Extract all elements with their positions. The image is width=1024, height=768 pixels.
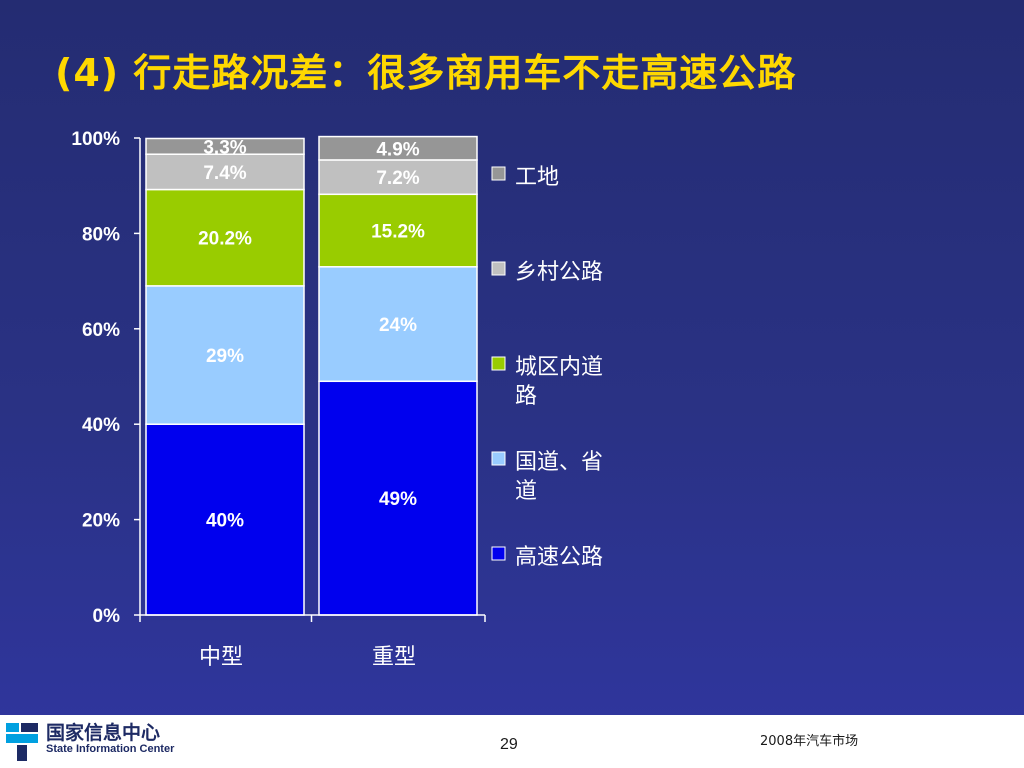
legend-label: 路 bbox=[515, 383, 537, 408]
state-information-center-logo-icon bbox=[6, 721, 38, 761]
y-tick-label: 20% bbox=[82, 511, 120, 532]
bar-segment bbox=[318, 135, 478, 161]
org-name-en: State Information Center bbox=[46, 743, 175, 755]
y-tick-label: 100% bbox=[71, 129, 120, 150]
page-number: 29 bbox=[500, 736, 518, 753]
bar-segment bbox=[318, 159, 478, 196]
bar-data-label: 49% bbox=[379, 489, 417, 510]
bar-segment bbox=[145, 188, 305, 287]
legend-label: 道 bbox=[515, 478, 537, 503]
y-tick-label: 60% bbox=[82, 320, 120, 341]
bar-segment bbox=[318, 380, 478, 616]
x-category-label: 重型 bbox=[372, 644, 416, 669]
footer-text: 2008年汽车市场 bbox=[760, 734, 859, 749]
bar-data-label: 29% bbox=[206, 346, 244, 367]
legend-swatch bbox=[491, 546, 506, 561]
bar-segment bbox=[145, 423, 305, 616]
legend-label: 国道、省 bbox=[515, 449, 603, 474]
bar-data-label: 20.2% bbox=[198, 229, 252, 250]
bar-data-label: 15.2% bbox=[371, 222, 425, 243]
legend-swatch bbox=[491, 356, 506, 371]
legend-swatch bbox=[491, 261, 506, 276]
bar-data-label: 24% bbox=[379, 315, 417, 336]
legend-label: 城区内道 bbox=[515, 354, 603, 379]
legend-swatch bbox=[491, 451, 506, 466]
y-tick-label: 80% bbox=[82, 224, 120, 245]
bar-data-label: 4.9% bbox=[376, 139, 419, 160]
legend-label: 工地 bbox=[515, 164, 559, 189]
footer: 国家信息中心 State Information Center 29 2008年… bbox=[0, 715, 1024, 768]
bar-data-label: 7.4% bbox=[203, 163, 246, 184]
bar-segment bbox=[145, 137, 305, 155]
bar-segment bbox=[145, 153, 305, 191]
bar-segment bbox=[318, 266, 478, 383]
x-category-label: 中型 bbox=[199, 644, 243, 669]
org-name-cn: 国家信息中心 bbox=[46, 722, 161, 744]
slide-title: (4) 行走路况差：很多商用车不走高速公路 bbox=[55, 51, 797, 95]
bar-data-label: 40% bbox=[206, 511, 244, 532]
bar-data-label: 7.2% bbox=[376, 168, 419, 189]
legend-swatch bbox=[491, 166, 506, 181]
y-tick-label: 0% bbox=[93, 606, 121, 627]
legend-label: 高速公路 bbox=[515, 544, 603, 569]
y-tick-label: 40% bbox=[82, 415, 120, 436]
bar-data-label: 3.3% bbox=[203, 137, 246, 158]
bar-segment bbox=[318, 193, 478, 268]
legend-label: 乡村公路 bbox=[515, 259, 603, 284]
